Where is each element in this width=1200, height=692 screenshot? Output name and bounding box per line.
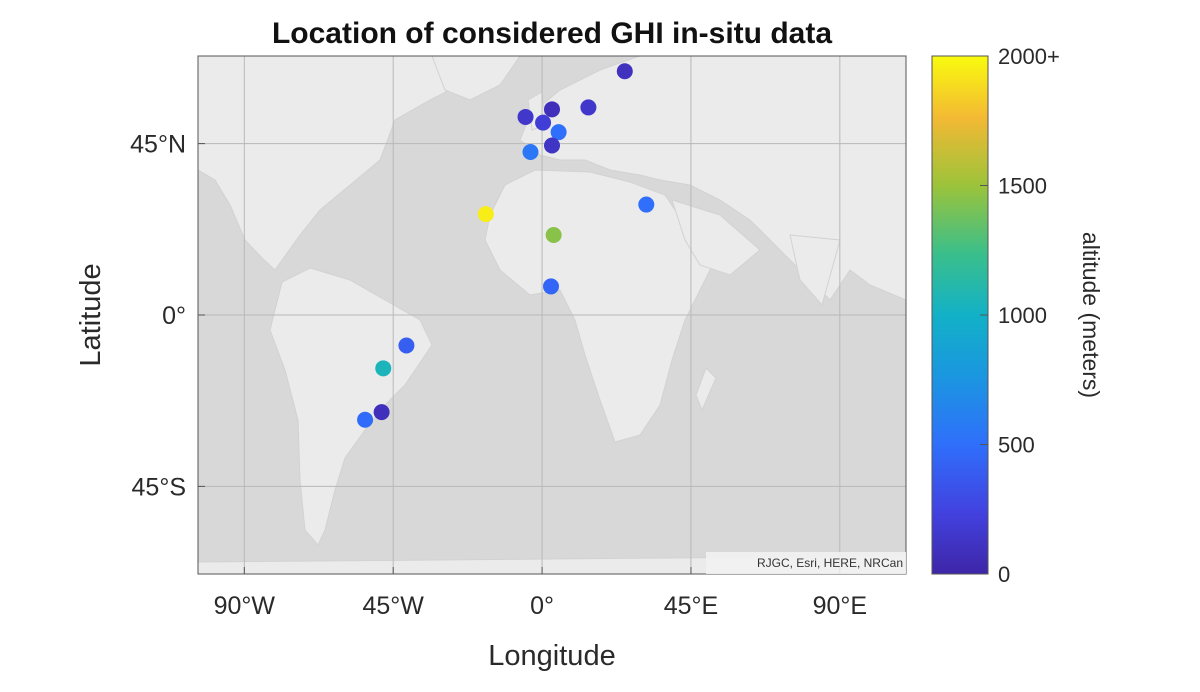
station-point — [544, 137, 560, 154]
x-tick-label: 0° — [530, 592, 554, 620]
station-point — [357, 411, 374, 428]
y-tick-label: 45°S — [132, 473, 186, 501]
station-point — [545, 227, 562, 244]
station-point — [535, 114, 552, 131]
colorbar-ticks: 0 500 1000 1500 2000+ — [980, 44, 1060, 587]
madagascar — [695, 367, 717, 412]
x-tick-label: 90°E — [813, 592, 867, 620]
landmasses — [198, 56, 906, 574]
colorbar-label: altitude (meters) — [1078, 232, 1104, 398]
chart-title: Location of considered GHI in-situ data — [272, 17, 832, 50]
station-point — [477, 206, 494, 223]
south-america — [269, 267, 433, 546]
colorbar-tick-label: 500 — [998, 433, 1035, 458]
station-point — [375, 360, 392, 377]
x-tick-label: 45°W — [362, 592, 424, 620]
attribution: RJGC, Esri, HERE, NRCan — [757, 556, 903, 570]
x-tick-label: 45°E — [664, 592, 718, 620]
y-tick-label: 45°N — [130, 131, 186, 159]
station-point — [580, 99, 597, 116]
station-point — [543, 278, 560, 295]
colorbar-tick-label: 2000+ — [998, 44, 1060, 69]
y-axis-ticks: 45°N 0° 45°S — [130, 131, 205, 501]
x-axis-ticks: 90°W 45°W 0° 45°E 90°E — [214, 567, 867, 620]
station-point — [544, 101, 560, 118]
greenland — [431, 56, 521, 101]
station-point — [517, 108, 534, 125]
station-point — [522, 143, 539, 160]
x-axis-label: Longitude — [488, 640, 615, 672]
y-axis-label: Latitude — [75, 263, 107, 366]
colorbar-tick-label: 1000 — [998, 303, 1047, 328]
attribution-bg — [706, 552, 906, 574]
x-tick-label: 90°W — [214, 592, 276, 620]
colorbar-tick-label: 1500 — [998, 174, 1047, 199]
station-point — [638, 196, 655, 213]
data-points — [357, 63, 655, 428]
colorbar — [931, 55, 989, 575]
station-point — [398, 337, 415, 354]
station-point — [550, 124, 567, 141]
india — [789, 234, 841, 307]
station-point — [373, 404, 390, 421]
colorbar-tick-label: 0 — [998, 562, 1010, 587]
africa — [484, 169, 721, 443]
arabia — [671, 199, 761, 276]
station-point — [616, 63, 633, 80]
y-tick-label: 0° — [162, 302, 186, 330]
